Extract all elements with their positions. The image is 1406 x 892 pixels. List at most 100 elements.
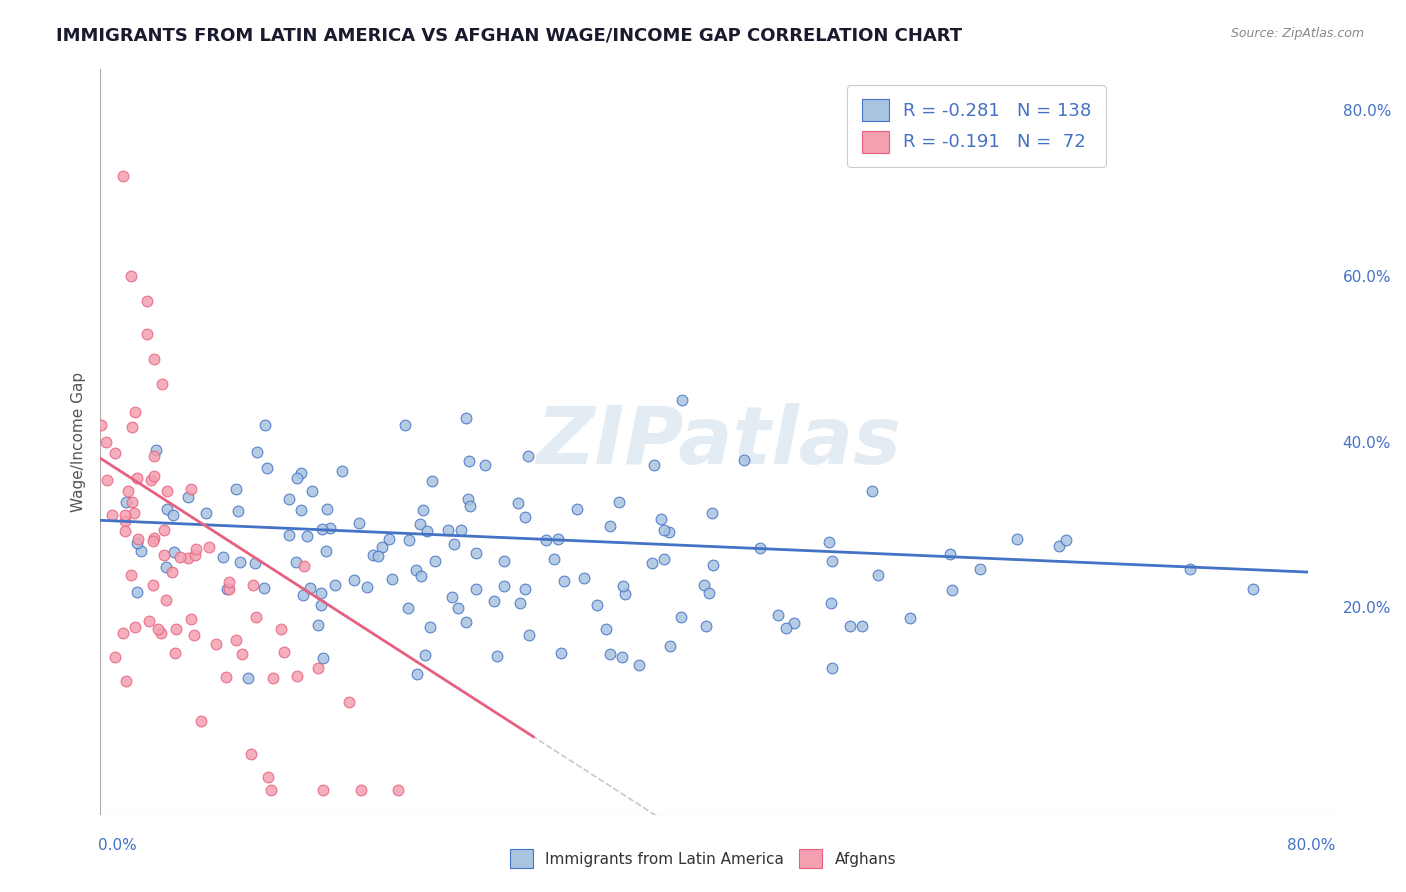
Point [284,555,307,569]
Point [311,651,333,665]
Point [127,535,149,549]
Point [409,569,432,583]
Point [183,628,205,642]
Point [693,578,716,592]
Point [285,669,308,683]
Point [115,674,138,689]
Point [311,522,333,536]
Point [253,582,276,596]
Point [298,581,321,595]
Point [323,578,346,592]
Point [550,646,572,660]
Text: 80.0%: 80.0% [1288,838,1336,854]
Point [315,501,337,516]
Point [245,557,267,571]
Point [775,621,797,635]
Point [534,533,557,547]
Point [204,637,226,651]
Point [652,552,675,566]
Point [456,410,478,425]
Point [114,524,136,538]
Point [277,527,299,541]
Point [440,590,463,604]
Point [142,578,165,592]
Point [941,583,963,598]
Point [256,461,278,475]
Point [543,552,565,566]
Point [614,587,637,601]
Point [307,618,329,632]
Point [114,508,136,523]
Point [112,169,135,184]
Point [425,554,447,568]
Point [124,405,146,419]
Point [309,586,332,600]
Point [671,393,693,408]
Point [139,473,162,487]
Point [350,782,373,797]
Point [595,623,617,637]
Point [818,534,841,549]
Text: IMMIGRANTS FROM LATIN AMERICA VS AFGHAN WAGE/INCOME GAP CORRELATION CHART: IMMIGRANTS FROM LATIN AMERICA VS AFGHAN … [56,27,962,45]
Point [821,661,844,675]
Point [409,517,432,532]
Point [198,541,221,555]
Point [443,537,465,551]
Point [492,554,515,568]
Point [405,667,427,681]
Point [654,523,676,537]
Point [162,565,184,579]
Point [112,626,135,640]
Point [641,556,664,570]
Point [418,620,440,634]
Point [347,516,370,530]
Point [1241,582,1264,596]
Point [285,471,308,485]
Point [163,646,186,660]
Text: Source: ZipAtlas.com: Source: ZipAtlas.com [1230,27,1364,40]
Point [124,506,146,520]
Point [180,482,202,496]
Point [450,523,472,537]
Point [607,494,630,508]
Point [700,506,723,520]
Point [330,464,353,478]
Point [749,541,772,556]
Point [553,574,575,589]
Point [115,495,138,509]
Point [572,571,595,585]
Point [120,568,142,582]
Point [143,449,166,463]
Point [142,531,165,545]
Point [135,326,157,341]
Y-axis label: Wage/Income Gap: Wage/Income Gap [72,371,86,512]
Point [643,458,665,473]
Point [612,579,634,593]
Point [101,508,124,522]
Point [821,554,844,568]
Point [143,351,166,366]
Point [509,596,531,610]
Point [257,771,280,785]
Point [398,533,420,547]
Point [851,619,873,633]
Point [290,467,312,481]
Point [1178,561,1201,575]
Point [155,559,177,574]
Point [436,523,458,537]
Point [517,628,540,642]
Point [394,417,416,432]
Point [307,661,329,675]
Point [156,502,179,516]
Point [242,578,264,592]
Point [218,582,240,596]
Point [96,474,118,488]
Point [458,500,481,514]
Point [377,533,399,547]
Point [457,491,479,506]
Point [148,622,170,636]
Point [586,598,609,612]
Point [464,546,486,560]
Point [270,623,292,637]
Point [396,601,419,615]
